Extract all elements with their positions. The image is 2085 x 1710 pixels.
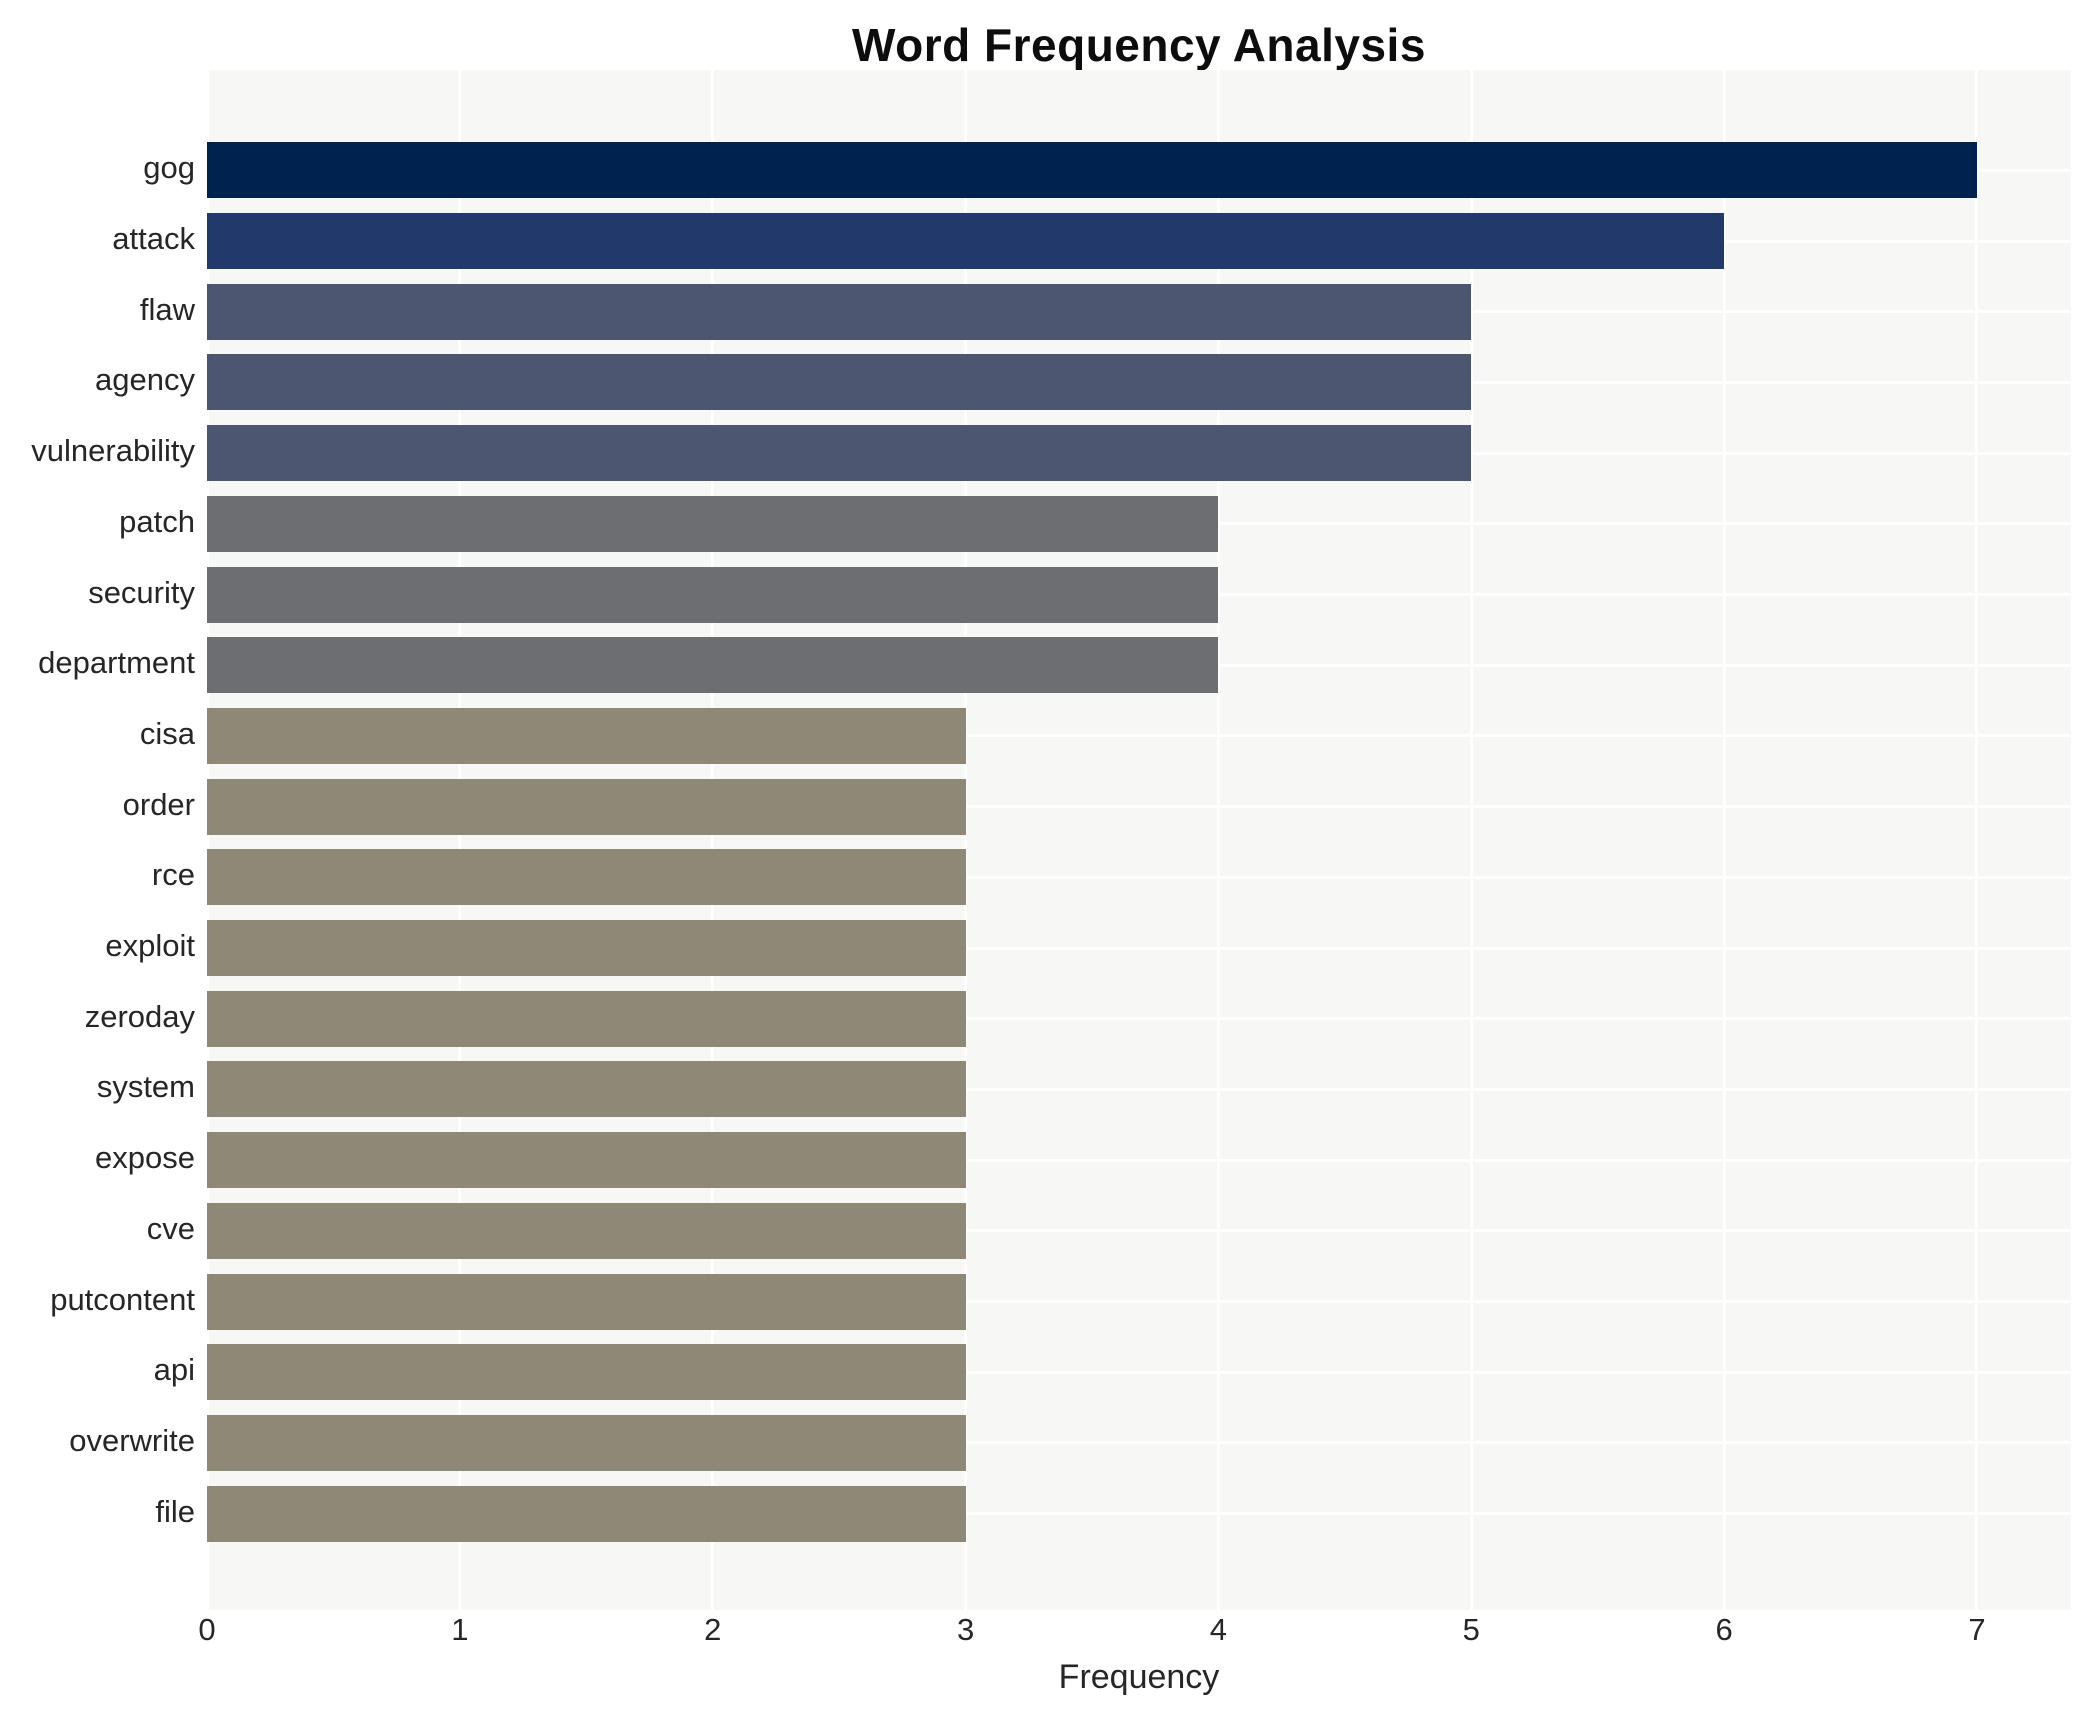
x-tick-label-0: 0 — [198, 1612, 216, 1647]
vertical-gridline — [964, 70, 968, 1610]
x-tick-label-6: 6 — [1715, 1612, 1733, 1647]
y-tick-label-zeroday: zeroday — [84, 998, 195, 1034]
x-tick-label-7: 7 — [1968, 1612, 1986, 1647]
vertical-gridline — [1469, 70, 1473, 1610]
y-tick-label-file: file — [155, 1493, 195, 1529]
bar-zeroday — [207, 990, 966, 1047]
y-tick-label-api: api — [153, 1352, 195, 1388]
vertical-gridline — [458, 70, 462, 1610]
x-tick-label-3: 3 — [956, 1612, 975, 1647]
bar-order — [207, 778, 966, 835]
bar-exploit — [207, 920, 966, 976]
horizontal-gridline — [207, 805, 2071, 809]
horizontal-gridline — [207, 1229, 2071, 1233]
x-axis-label: Frequency — [1058, 1658, 1220, 1696]
y-tick-label-cisa: cisa — [139, 715, 195, 751]
vertical-gridline — [1722, 70, 1726, 1610]
horizontal-gridline — [207, 1512, 2071, 1516]
y-tick-label-attack: attack — [112, 221, 195, 256]
bar-attack — [207, 213, 1725, 269]
bar-cve — [207, 1202, 966, 1259]
y-tick-label-agency: agency — [95, 362, 195, 398]
horizontal-gridline — [207, 1017, 2071, 1021]
bar-department — [207, 637, 1219, 694]
vertical-gridline — [1975, 70, 1979, 1610]
bar-vulnerability — [207, 425, 1472, 482]
horizontal-gridline — [207, 1158, 2071, 1162]
bar-api — [207, 1344, 966, 1401]
horizontal-gridline — [207, 875, 2071, 879]
bar-putcontent — [207, 1273, 966, 1330]
x-tick-label-5: 5 — [1462, 1612, 1480, 1647]
bar-cisa — [207, 707, 966, 764]
x-tick-label-1: 1 — [451, 1612, 469, 1647]
vertical-gridline — [205, 70, 209, 1610]
horizontal-gridline — [207, 1441, 2071, 1445]
bar-file — [207, 1485, 966, 1542]
horizontal-gridline — [207, 1370, 2071, 1374]
y-tick-label-rce: rce — [151, 857, 195, 893]
y-tick-label-exploit: exploit — [105, 928, 195, 963]
vertical-gridline — [711, 70, 715, 1610]
bar-rce — [207, 849, 966, 906]
bar-agency — [207, 354, 1472, 411]
y-tick-label-vulnerability: vulnerability — [31, 433, 195, 469]
bar-gog — [207, 142, 1977, 199]
plot-area — [205, 70, 2071, 1610]
y-tick-label-overwrite: overwrite — [69, 1422, 195, 1458]
horizontal-gridline — [207, 734, 2071, 738]
vertical-gridline — [1216, 70, 1220, 1610]
y-tick-label-security: security — [88, 574, 195, 610]
horizontal-gridline — [207, 1300, 2071, 1303]
y-tick-label-putcontent: putcontent — [50, 1281, 195, 1317]
bar-patch — [207, 495, 1219, 552]
x-tick-label-2: 2 — [704, 1612, 722, 1647]
y-axis-labels: gog attack flaw agency vulnerability patch sec… — [0, 70, 195, 1610]
y-tick-label-cve: cve — [146, 1210, 195, 1246]
y-tick-label-gog: gog — [143, 150, 195, 186]
y-tick-label-flaw: flaw — [139, 291, 195, 327]
y-tick-label-department: department — [38, 645, 195, 681]
y-tick-label-expose: expose — [95, 1140, 195, 1176]
horizontal-gridline — [207, 1087, 2071, 1091]
x-tick-label-4: 4 — [1209, 1612, 1228, 1647]
y-tick-label-patch: patch — [119, 503, 195, 539]
y-tick-label-system: system — [96, 1069, 195, 1105]
bar-flaw — [207, 283, 1472, 340]
bar-security — [207, 566, 1219, 623]
horizontal-gridline — [207, 946, 2071, 950]
bar-overwrite — [207, 1414, 966, 1471]
y-tick-label-order: order — [122, 786, 195, 822]
bar-expose — [207, 1132, 966, 1189]
chart-title: Word Frequency Analysis — [852, 19, 1426, 71]
bar-system — [207, 1061, 966, 1118]
x-axis-ticks: 0 1 2 3 4 5 6 7 — [0, 1612, 2085, 1652]
